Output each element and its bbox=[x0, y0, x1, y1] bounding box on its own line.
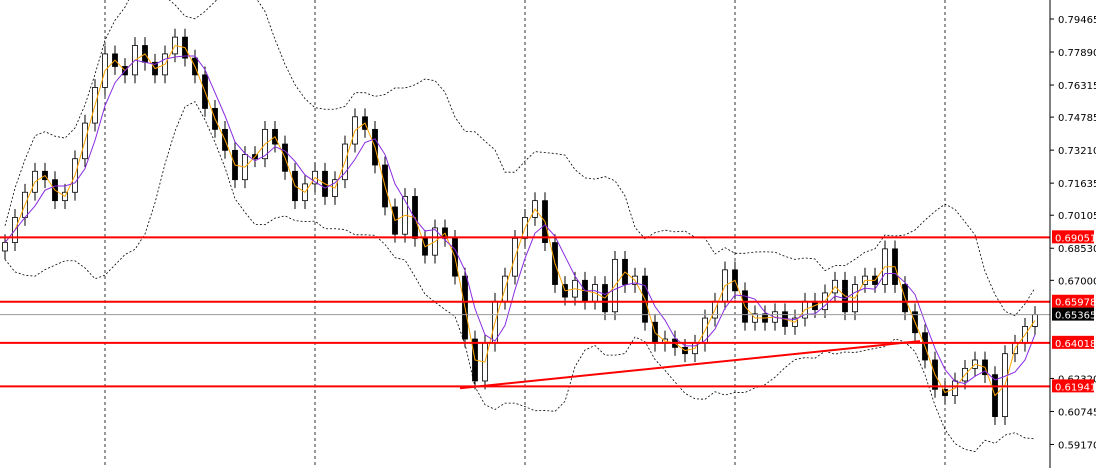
price-axis: 0.79465 0.77890 0.76315 0.74785 0.73210 0.716… bbox=[1050, 15, 1096, 451]
y-tick-label: 0.60745 bbox=[1058, 407, 1096, 418]
y-tick-label: 0.68530 bbox=[1058, 244, 1096, 255]
level-label-bg bbox=[1052, 294, 1094, 308]
bollinger-bands bbox=[4, 0, 1036, 452]
moving-averages bbox=[4, 44, 1036, 397]
y-tick-label: 0.67000 bbox=[1058, 276, 1096, 287]
bollinger-lower bbox=[4, 101, 1036, 452]
bollinger-upper bbox=[4, 0, 1036, 317]
y-tick-label: 0.74785 bbox=[1058, 113, 1096, 124]
level-label: 0.64018 bbox=[1055, 339, 1096, 350]
y-tick-label: 0.71635 bbox=[1058, 179, 1096, 190]
trendline bbox=[459, 340, 921, 390]
level-label-bg bbox=[1052, 335, 1094, 349]
sma-line bbox=[4, 44, 1036, 397]
level-label: 0.69051 bbox=[1055, 233, 1096, 244]
level-label: 0.61941 bbox=[1055, 382, 1096, 393]
level-label: 0.65978 bbox=[1055, 298, 1096, 309]
y-tick-label: 0.59170 bbox=[1058, 440, 1096, 451]
level-label-bg bbox=[1052, 379, 1094, 393]
current-price-label: 0.65365 bbox=[1055, 311, 1096, 322]
y-tick-label: 0.79465 bbox=[1058, 15, 1096, 26]
level-label-bg bbox=[1052, 230, 1094, 244]
y-tick-label: 0.76315 bbox=[1058, 81, 1096, 92]
sma-line bbox=[4, 55, 1036, 385]
horizontal-levels bbox=[0, 236, 1050, 390]
current-price-label-bg bbox=[1052, 307, 1094, 321]
candles bbox=[2, 28, 1038, 425]
y-tick-label: 0.73210 bbox=[1058, 146, 1096, 157]
y-tick-label: 0.70105 bbox=[1058, 211, 1096, 222]
price-labels: 0.69051 0.65978 0.64018 0.61941 0.65365 bbox=[1052, 230, 1096, 393]
candle bbox=[2, 242, 8, 252]
y-tick-label: 0.77890 bbox=[1058, 48, 1096, 59]
